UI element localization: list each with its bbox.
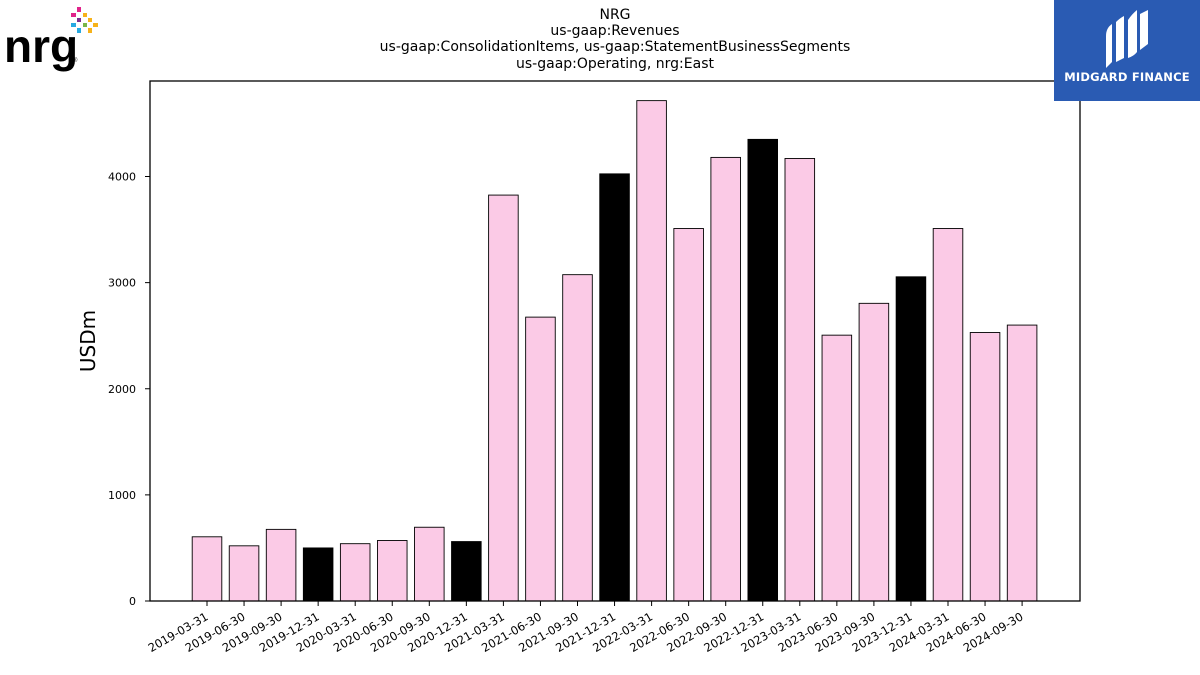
bar-2023-03-31 xyxy=(784,158,816,602)
bar-2022-03-31 xyxy=(636,100,667,602)
bar-2024-06-30 xyxy=(969,332,1001,602)
bar-2023-12-31 xyxy=(895,276,927,602)
chart-title-line-2: us-gaap:Revenues xyxy=(550,23,680,39)
bar-2023-06-30 xyxy=(821,334,853,602)
bar-2019-12-31 xyxy=(302,547,334,602)
bar-2022-12-31 xyxy=(747,138,779,602)
bar-2021-06-30 xyxy=(525,316,556,602)
bar-2021-09-30 xyxy=(562,274,593,602)
chart-title-line-1: NRG xyxy=(599,7,631,23)
y-tick-label: 3000 xyxy=(108,277,136,290)
nrg-pixel-icon xyxy=(71,7,98,33)
bar-2019-03-31 xyxy=(191,536,223,602)
bar-2024-09-30 xyxy=(1006,324,1038,602)
midgard-finance-logo: MIDGARD FINANCE xyxy=(1054,0,1200,101)
bar-2021-12-31 xyxy=(599,173,630,602)
bar-2022-09-30 xyxy=(710,156,741,602)
nrg-logo-text: nrg xyxy=(4,20,78,72)
nrg-logo: nrg ® xyxy=(4,4,104,74)
bar-2021-03-31 xyxy=(488,194,519,602)
y-tick-label: 1000 xyxy=(108,489,136,502)
chart-title-line-4: us-gaap:Operating, nrg:East xyxy=(516,56,714,72)
y-tick-label: 0 xyxy=(129,595,136,608)
bar-2022-06-30 xyxy=(673,228,704,602)
bar-2019-06-30 xyxy=(228,545,260,602)
midgard-mark-icon xyxy=(1106,10,1148,68)
y-axis-label: USDm xyxy=(76,310,100,372)
bars-layer xyxy=(191,100,1038,602)
midgard-brand-text: MIDGARD FINANCE xyxy=(1064,70,1190,84)
bar-2023-09-30 xyxy=(858,302,890,602)
bar-2024-03-31 xyxy=(932,228,964,602)
y-tick-label: 2000 xyxy=(108,383,136,396)
bar-2020-09-30 xyxy=(414,526,445,602)
bar-2019-09-30 xyxy=(265,528,297,602)
chart-title-line-3: us-gaap:ConsolidationItems, us-gaap:Stat… xyxy=(379,39,851,55)
nrg-logo-mark: ® xyxy=(73,57,78,64)
y-axis: 0 1000 2000 3000 4000 xyxy=(108,171,150,608)
bar-2020-03-31 xyxy=(339,543,371,602)
y-tick-label: 4000 xyxy=(108,171,136,184)
bar-2020-12-31 xyxy=(451,541,482,602)
bar-2020-06-30 xyxy=(377,540,408,602)
x-axis: 2019-03-312019-06-302019-09-302019-12-31… xyxy=(146,601,1026,655)
